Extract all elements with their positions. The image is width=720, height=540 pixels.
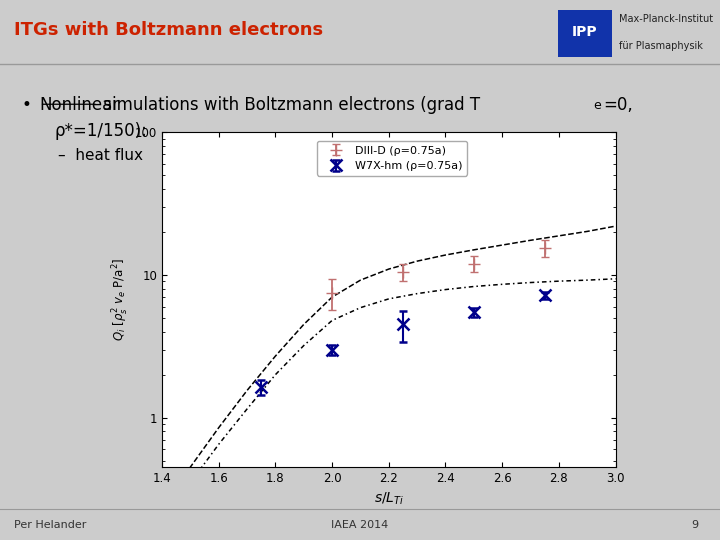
Text: e: e — [593, 99, 601, 112]
Legend: DIII-D (ρ=0.75a), W7X-hm (ρ=0.75a): DIII-D (ρ=0.75a), W7X-hm (ρ=0.75a) — [318, 141, 467, 176]
Bar — [558, 10, 612, 57]
Text: Max-Planck-Institut: Max-Planck-Institut — [619, 14, 714, 24]
Text: Nonlinear: Nonlinear — [40, 96, 120, 114]
X-axis label: $s/L_{Ti}$: $s/L_{Ti}$ — [374, 490, 404, 507]
Text: •: • — [22, 96, 32, 114]
Text: Per Helander: Per Helander — [14, 520, 87, 530]
Text: IPP: IPP — [572, 25, 598, 39]
Text: –  heat flux: – heat flux — [58, 148, 143, 164]
Text: simulations with Boltzmann electrons (grad T: simulations with Boltzmann electrons (gr… — [98, 96, 480, 114]
Text: IAEA 2014: IAEA 2014 — [331, 520, 389, 530]
Text: =0,: =0, — [603, 96, 633, 114]
Text: ITGs with Boltzmann electrons: ITGs with Boltzmann electrons — [14, 22, 323, 39]
Text: 9: 9 — [691, 520, 698, 530]
Text: für Plasmaphysik: für Plasmaphysik — [619, 41, 703, 51]
Text: ρ*=1/150):: ρ*=1/150): — [54, 122, 147, 140]
Y-axis label: $Q_i$ [$\rho_s^2$ $v_e$ P/a$^2$]: $Q_i$ [$\rho_s^2$ $v_e$ P/a$^2$] — [111, 258, 131, 341]
